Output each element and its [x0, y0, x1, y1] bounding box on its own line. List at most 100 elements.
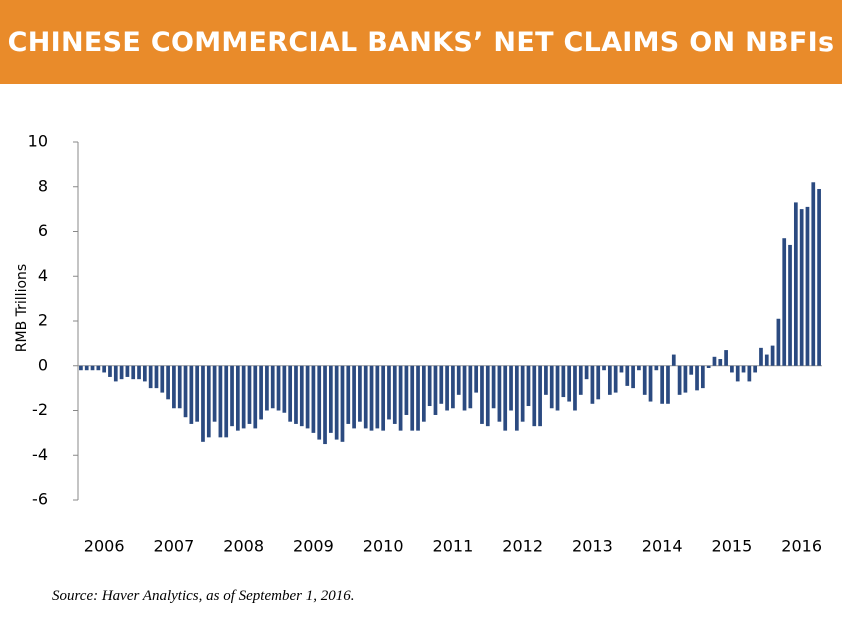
- bar: [805, 206, 810, 366]
- bar: [811, 182, 816, 366]
- bar: [288, 365, 293, 422]
- bar: [770, 345, 775, 366]
- bar: [625, 365, 630, 386]
- bar: [201, 365, 205, 442]
- bar: [137, 365, 141, 380]
- bar: [706, 365, 711, 368]
- y-tick-label: 2: [38, 311, 48, 330]
- x-tick-label: 2007: [154, 537, 195, 556]
- bar: [776, 318, 781, 366]
- bar: [735, 365, 740, 382]
- bar: [259, 365, 263, 420]
- bar: [218, 365, 223, 438]
- bar: [172, 365, 176, 409]
- bar: [648, 365, 653, 402]
- bar: [538, 365, 542, 427]
- bar: [276, 365, 281, 411]
- chart-title: CHINESE COMMERCIAL BANKS’ NET CLAIMS ON …: [0, 0, 842, 84]
- bar: [445, 365, 449, 411]
- bar: [671, 354, 676, 366]
- bar: [334, 365, 339, 440]
- bar: [549, 365, 554, 409]
- bar: [631, 365, 635, 389]
- bar: [607, 365, 612, 395]
- bar: [567, 365, 572, 402]
- bar: [148, 365, 153, 389]
- bar: [311, 365, 316, 433]
- y-tick-label: -4: [32, 445, 48, 464]
- bar: [730, 365, 734, 373]
- bar: [637, 365, 641, 371]
- bar: [451, 365, 455, 409]
- bar: [555, 365, 560, 411]
- bar: [253, 365, 258, 429]
- bar: [154, 365, 159, 389]
- bar: [695, 365, 699, 391]
- bar: [660, 365, 665, 404]
- bar: [817, 188, 821, 366]
- bar: [125, 365, 130, 377]
- bar: [247, 365, 252, 424]
- bar: [793, 202, 798, 366]
- y-axis-label: RMB Trillions: [14, 264, 30, 352]
- bar: [282, 365, 287, 413]
- source-note: Source: Haver Analytics, as of September…: [52, 588, 355, 604]
- bar: [654, 365, 659, 371]
- bar: [79, 365, 83, 371]
- bar: [387, 365, 391, 420]
- bar: [596, 365, 601, 400]
- bar: [439, 365, 444, 404]
- y-tick-label: 4: [38, 266, 48, 285]
- bar: [410, 365, 415, 431]
- bar: [590, 365, 595, 404]
- bar: [183, 365, 188, 418]
- bar: [485, 365, 490, 427]
- bar: [323, 365, 327, 445]
- bar: [526, 365, 531, 407]
- bar: [724, 350, 728, 366]
- bar: [753, 365, 758, 373]
- bar: [299, 365, 304, 427]
- bar: [700, 365, 705, 389]
- bar: [177, 365, 182, 409]
- bar: [788, 244, 792, 366]
- bar: [160, 365, 165, 393]
- bar: [689, 365, 694, 375]
- bar: [764, 354, 769, 366]
- bar: [433, 365, 438, 415]
- bar: [642, 365, 647, 395]
- x-tick-label: 2008: [223, 537, 264, 556]
- bar: [712, 356, 717, 366]
- y-tick-label: 0: [38, 355, 48, 374]
- bar: [491, 365, 496, 409]
- bar: [416, 365, 420, 431]
- bar: [480, 365, 484, 424]
- x-tick-label: 2009: [293, 537, 334, 556]
- bar: [561, 365, 566, 398]
- bar: [741, 365, 746, 373]
- bar: [131, 365, 136, 380]
- bar: [718, 359, 723, 366]
- bar: [578, 365, 583, 395]
- bar: [363, 365, 368, 429]
- bar: [497, 365, 502, 422]
- bar: [427, 365, 432, 407]
- bar: [119, 365, 124, 380]
- bar: [270, 365, 275, 409]
- bar: [113, 365, 118, 382]
- y-tick-label: 8: [38, 176, 48, 195]
- bar: [602, 365, 606, 371]
- bar: [90, 365, 95, 371]
- bar: [421, 365, 426, 422]
- bar: [206, 365, 211, 438]
- bar: [224, 365, 229, 438]
- bar: [317, 365, 322, 440]
- bar: [759, 347, 763, 366]
- bar: [96, 365, 101, 371]
- bar: [142, 365, 147, 382]
- bar: [108, 365, 112, 377]
- bar: [369, 365, 374, 431]
- bar: [84, 365, 89, 371]
- bar: [235, 365, 240, 431]
